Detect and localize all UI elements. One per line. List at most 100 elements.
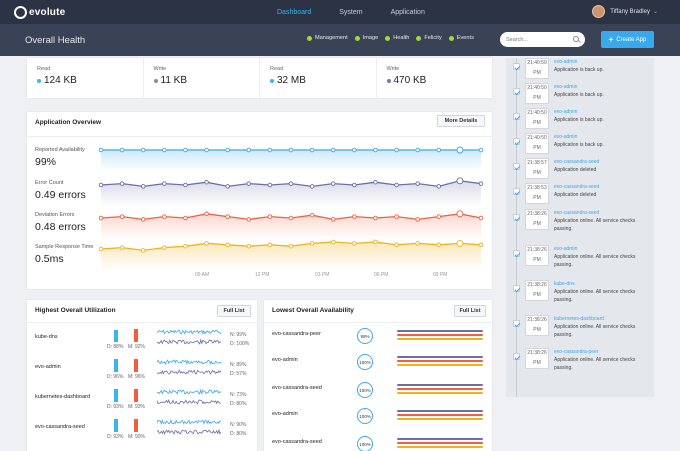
time-axis-label: 12 PM bbox=[255, 272, 270, 278]
timeline-item[interactable]: 21:38:26 PM kube-dns Application online. Al… bbox=[513, 280, 644, 304]
timeline-item[interactable]: 21:38:53 PM evo-cassandra-seed Application … bbox=[513, 183, 644, 204]
series-point bbox=[352, 147, 357, 153]
search-icon[interactable] bbox=[573, 36, 579, 42]
series-point bbox=[288, 181, 294, 186]
filter-management[interactable]: Management bbox=[307, 35, 348, 41]
main-nav: Dashboard System Application bbox=[277, 9, 453, 16]
series-point bbox=[183, 215, 188, 221]
availability-bar bbox=[397, 334, 483, 336]
full-list-button[interactable]: Full List bbox=[217, 305, 251, 317]
more-details-button[interactable]: More Details bbox=[437, 115, 485, 127]
app-name[interactable]: kubernetes-dashboard bbox=[35, 394, 91, 400]
app-name[interactable]: evo-cassandra-seed bbox=[272, 439, 322, 445]
stat-label: Write bbox=[153, 66, 167, 72]
series-point bbox=[394, 214, 399, 219]
series-point bbox=[119, 245, 125, 250]
timeline-message: Application is back up. bbox=[554, 117, 604, 123]
app-name[interactable]: evo-cassandra-seed bbox=[35, 424, 85, 430]
memory-label: M: 92% bbox=[128, 344, 145, 350]
timeline-item[interactable]: 21:40:50 PM evo-admin Application is back u… bbox=[513, 83, 644, 104]
search-box[interactable] bbox=[500, 32, 585, 47]
memory-bar bbox=[134, 389, 138, 402]
app-name[interactable]: evo-admin bbox=[272, 411, 298, 417]
availability-bar bbox=[397, 446, 483, 448]
user-menu[interactable]: Tiffany Bradley ⌄ bbox=[592, 5, 658, 18]
card-title: Application Overview bbox=[35, 119, 102, 126]
availability-bar bbox=[397, 356, 483, 358]
filter-label: Felicity bbox=[424, 35, 442, 41]
timeline-item[interactable]: 21:38:57 PM evo-cassandra-seed Application … bbox=[513, 158, 644, 179]
app-name[interactable]: evo-admin bbox=[272, 357, 298, 363]
timeline-item[interactable]: 21:38:26 PM evo-cassandra-seed Application … bbox=[513, 209, 644, 233]
check-icon bbox=[513, 214, 520, 221]
create-app-button[interactable]: + Create App bbox=[601, 31, 654, 48]
series-point bbox=[119, 214, 125, 219]
timeline-time: 21:38:26 PM bbox=[525, 245, 549, 266]
timeline-time: 21:38:26 PM bbox=[525, 315, 549, 336]
timeline-item[interactable]: 21:38:26 PM evo-cassandra-peer Application … bbox=[513, 348, 644, 372]
series-point bbox=[246, 243, 252, 249]
card-title: Highest Overall Utilization bbox=[35, 307, 116, 314]
timeline-app-link[interactable]: evo-admin bbox=[554, 134, 578, 140]
app-name[interactable]: evo-cassandra-peer bbox=[272, 331, 321, 337]
check-icon bbox=[513, 250, 520, 257]
filter-health[interactable]: Health bbox=[385, 35, 409, 41]
stat-value: 470 KB bbox=[393, 75, 427, 86]
app-name[interactable]: evo-admin bbox=[35, 364, 61, 370]
timeline-message: Application online. All service checks p… bbox=[554, 324, 636, 338]
timeline-item[interactable]: 21:40:50 PM evo-admin Application is back u… bbox=[513, 133, 644, 154]
metric-value: 99% bbox=[35, 156, 57, 168]
timeline-app-link[interactable]: evo-cassandra-seed bbox=[554, 159, 600, 165]
filter-felicity[interactable]: Felicity bbox=[416, 35, 442, 41]
check-icon bbox=[513, 320, 520, 327]
series-point bbox=[478, 242, 484, 248]
nav-dashboard[interactable]: Dashboard bbox=[277, 8, 312, 16]
search-input[interactable] bbox=[506, 36, 570, 43]
logo[interactable]: evolute bbox=[14, 5, 84, 19]
disk-bar bbox=[114, 419, 118, 432]
timeline-app-link[interactable]: evo-admin bbox=[554, 84, 578, 90]
network-sparkline bbox=[157, 329, 221, 345]
full-list-button[interactable]: Full List bbox=[454, 305, 486, 317]
timeline-app-link[interactable]: kube-dns bbox=[554, 281, 575, 287]
dot-icon bbox=[270, 78, 274, 83]
stat-value: 32 MB bbox=[277, 75, 306, 86]
availability-bar bbox=[397, 364, 483, 366]
timeline-item[interactable]: 21:40:50 PM evo-admin Application is back u… bbox=[513, 108, 644, 129]
timeline-app-link[interactable]: evo-cassandra-seed bbox=[554, 184, 600, 190]
series-point bbox=[140, 147, 146, 153]
availability-bar bbox=[397, 392, 483, 394]
series-point bbox=[162, 214, 167, 219]
timeline-body: evo-admin Application online. All service… bbox=[554, 245, 644, 269]
nav-application[interactable]: Application bbox=[390, 8, 425, 16]
series-point bbox=[330, 239, 336, 245]
app-name[interactable]: evo-cassandra-seed bbox=[272, 385, 322, 391]
timeline-app-link[interactable]: evo-admin bbox=[554, 109, 578, 115]
filter-image[interactable]: Image bbox=[354, 35, 378, 41]
timeline-app-link[interactable]: kubernetes-dashboard bbox=[554, 316, 605, 322]
check-icon bbox=[513, 163, 520, 170]
timeline-app-link[interactable]: evo-admin bbox=[554, 246, 578, 252]
filter-events[interactable]: Events bbox=[448, 35, 474, 41]
timeline-app-link[interactable]: evo-admin bbox=[554, 59, 578, 65]
timeline-item[interactable]: 21:40:50 PM evo-admin Application is back u… bbox=[513, 58, 644, 79]
series-point bbox=[246, 147, 252, 153]
create-app-label: Create App bbox=[616, 36, 647, 43]
timeline-item[interactable]: 21:38:26 PM kubernetes-dashboard Applicatio… bbox=[513, 315, 644, 339]
nav-system[interactable]: System bbox=[339, 8, 363, 16]
series-point bbox=[394, 147, 399, 153]
timeline-body: evo-admin Application is back up. bbox=[554, 133, 644, 154]
timeline-message: Application is back up. bbox=[554, 142, 604, 148]
dot-icon bbox=[153, 78, 158, 83]
timeline-time: 21:38:57 PM bbox=[525, 158, 549, 179]
check-icon bbox=[513, 353, 520, 360]
timeline-item[interactable]: 21:38:26 PM evo-admin Application online. A… bbox=[513, 245, 644, 269]
timeline-app-link[interactable]: evo-cassandra-peer bbox=[554, 349, 599, 355]
divider bbox=[27, 322, 257, 323]
metric-label: Reported Availability bbox=[35, 147, 85, 153]
timeline-app-link[interactable]: evo-cassandra-seed bbox=[554, 210, 600, 216]
app-name[interactable]: kube-dns bbox=[35, 334, 58, 340]
availability-ring: 99% bbox=[357, 328, 373, 344]
stat-write-1: Write 11 KB bbox=[144, 58, 260, 98]
timeline-body: evo-admin Application is back up. bbox=[554, 83, 644, 104]
